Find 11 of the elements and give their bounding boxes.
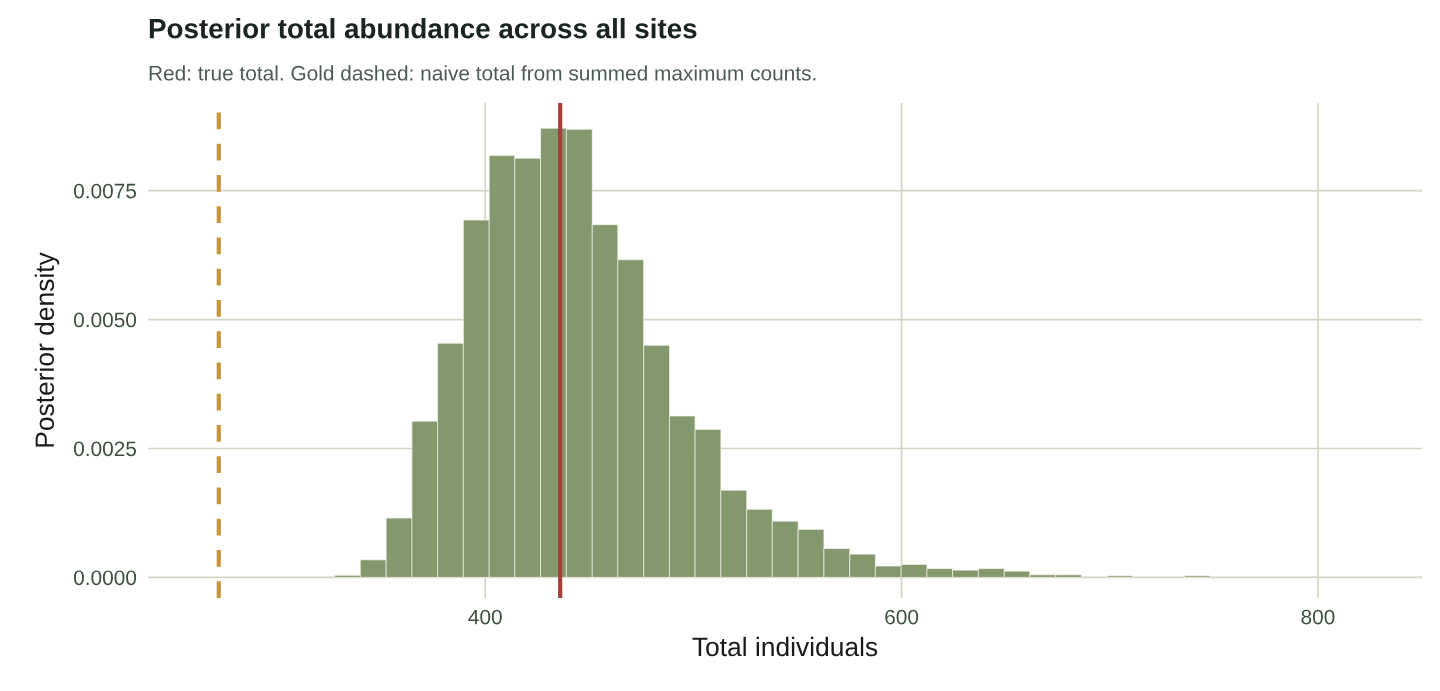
chart-title: Posterior total abundance across all sites bbox=[149, 18, 697, 39]
y-tick-label: 0.0075 bbox=[73, 183, 137, 199]
y-tick-label: 0.0050 bbox=[73, 312, 137, 328]
y-tick-label: 0.0025 bbox=[73, 441, 137, 457]
x-tick-label: 800 bbox=[1301, 609, 1335, 625]
chart-subtitle: Red: true total. Gold dashed: naive total from summed maximum counts. bbox=[149, 65, 816, 81]
y-axis-title: Posterior density bbox=[34, 252, 60, 447]
x-axis-title: Total individuals bbox=[692, 636, 878, 657]
y-tick-label: 0.0000 bbox=[73, 570, 137, 586]
x-tick-label: 400 bbox=[468, 609, 502, 625]
x-tick-label: 600 bbox=[885, 609, 919, 625]
